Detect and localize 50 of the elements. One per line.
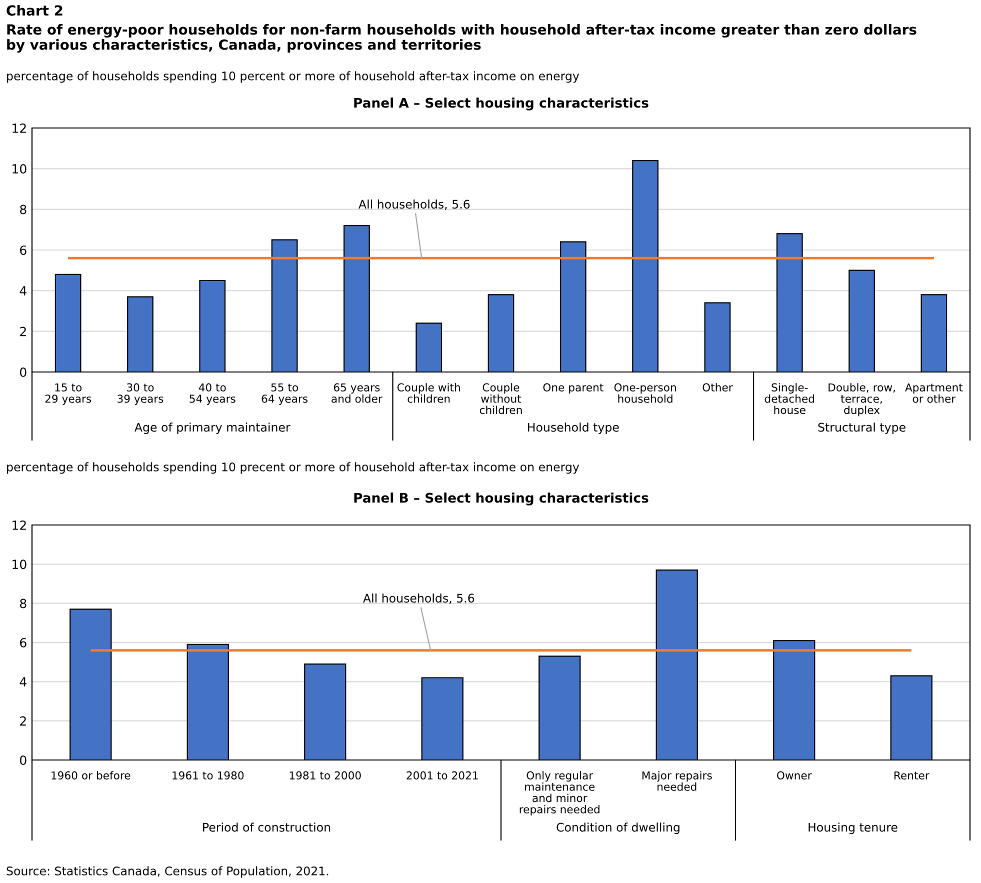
text: Period of construction	[203, 822, 330, 832]
chart-title: Panel B – Select housing characteristics	[354, 492, 648, 506]
y-tick-label: 12	[12, 123, 26, 133]
y-tick-label: 10	[12, 164, 26, 174]
text: Household type	[528, 422, 619, 434]
x-tick-label: 40 to 54 years	[190, 383, 236, 405]
x-tick-label: Couple without children	[480, 383, 522, 414]
x-tick-label: Major repairs needed	[642, 771, 712, 791]
text: Rate of energy-poor households for non-farm households with household after-tax income greater than zero dollars by various characteristics, Canada, provinces and territories	[7, 24, 916, 53]
y-tick-label: 0	[20, 755, 26, 765]
x-tick-label: Only regular maintenance and minor repairs needed	[520, 771, 600, 816]
x-tick-label: 30 to 39 years	[118, 383, 164, 405]
y-tick-label: 12	[12, 520, 26, 530]
y-tick-label: 0	[20, 367, 26, 377]
x-tick-label: 1981 to 2000	[290, 771, 361, 780]
y-tick-label: 2	[20, 716, 26, 726]
ref-line-label: All households, 5.6	[358, 200, 470, 210]
x-tick-label: One parent	[543, 383, 604, 394]
y-tick-label: 4	[20, 286, 26, 296]
y-axis-title: percentage of households spending 10 percent or more of household after-tax income on energy	[7, 71, 580, 83]
chart-title: Panel A – Select housing characteristics	[354, 98, 648, 110]
y-tick-label: 6	[20, 638, 26, 648]
x-tick-label: 55 to 64 years	[262, 383, 308, 405]
x-tick-label: 2001 to 2021	[406, 771, 478, 780]
text: Structural type	[818, 422, 906, 434]
x-tick-label: Single- detached house	[764, 383, 814, 414]
y-tick-label: 6	[20, 245, 26, 255]
x-tick-label: One-person household	[614, 383, 676, 403]
x-tick-label: 1961 to 1980	[172, 771, 244, 780]
text: Housing tenure	[808, 822, 898, 834]
x-tick-label: Double, row, terrace, duplex	[828, 383, 895, 416]
x-tick-label: Renter	[894, 771, 930, 780]
x-tick-label: Owner	[777, 771, 812, 780]
x-tick-label: 1960 or before	[52, 771, 130, 780]
ref-line-label: All households, 5.6	[363, 593, 474, 604]
y-tick-label: 8	[20, 204, 26, 214]
x-tick-label: Apartment or other	[905, 383, 963, 403]
caption: Chart 2	[6, 5, 62, 16]
y-tick-label: 2	[20, 326, 26, 336]
x-tick-label: 15 to 29 years	[45, 383, 92, 405]
x-tick-label: Couple with children	[397, 383, 460, 403]
text: Condition of dwelling	[556, 822, 680, 834]
x-tick-label: 65 years and older	[332, 383, 382, 403]
y-tick-label: 10	[12, 560, 26, 570]
y-axis-title: percentage of households spending 10 precent or more of household after-tax income on energy	[7, 462, 580, 474]
source-note: Source: Statistics Canada, Census of Population, 2021.	[6, 866, 328, 878]
y-tick-label: 4	[20, 677, 26, 686]
x-tick-label: Other	[702, 383, 733, 392]
y-tick-label: 8	[20, 598, 26, 608]
text: Age of primary maintainer	[134, 422, 290, 434]
